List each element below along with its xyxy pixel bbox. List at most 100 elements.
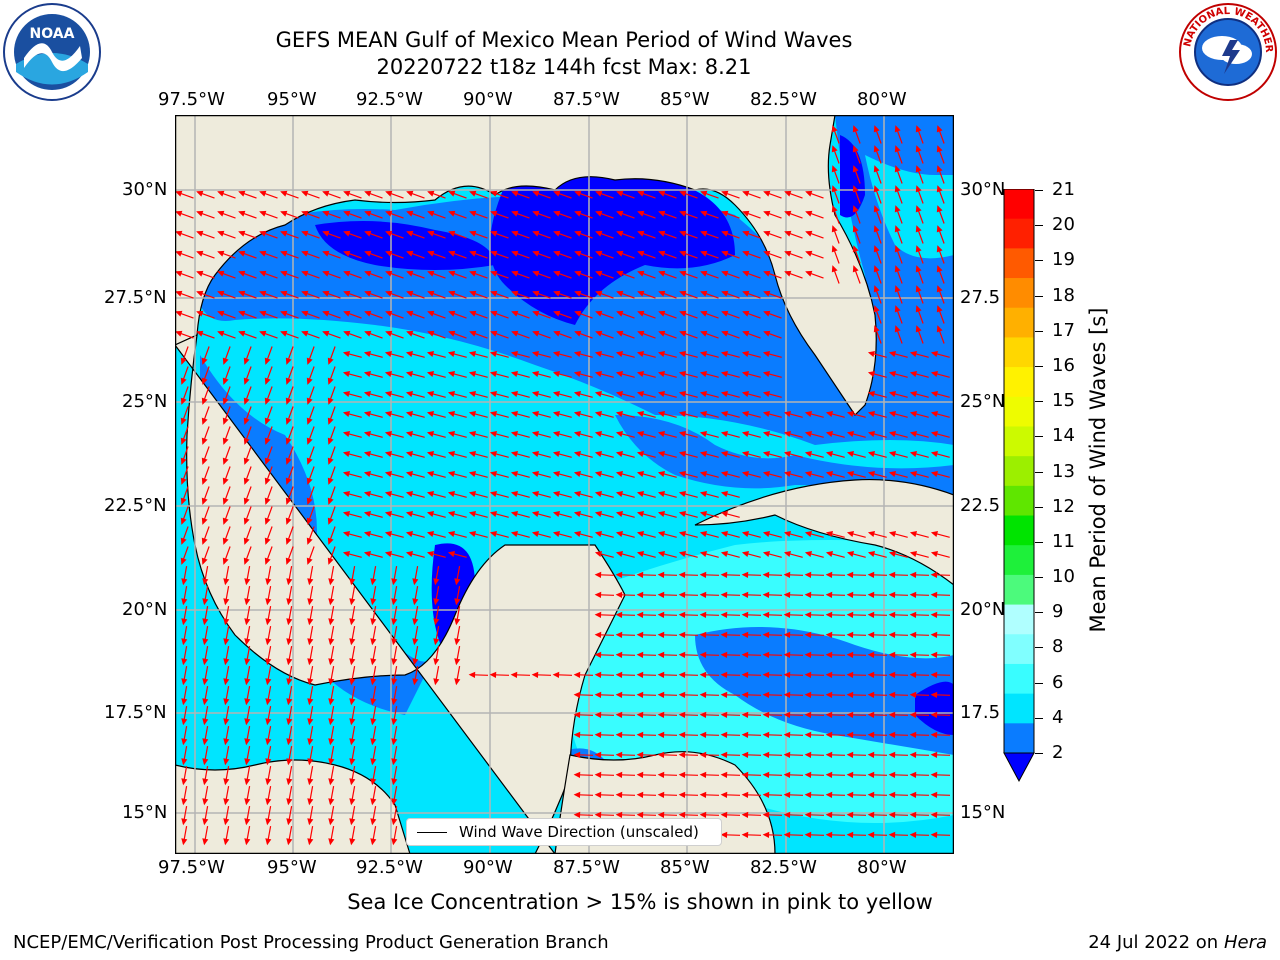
- wind-arrow-head: [741, 831, 749, 838]
- wind-arrow-head: [637, 270, 645, 277]
- wind-arrow-head: [805, 230, 813, 237]
- wind-arrow-head: [553, 250, 561, 257]
- wind-arrow-head: [888, 371, 897, 377]
- wind-arrow-head: [909, 671, 917, 678]
- wind-arrow-head: [762, 671, 770, 678]
- wind-arrow-head: [720, 491, 729, 497]
- wind-arrow-head: [202, 758, 209, 766]
- wind-arrow-head: [552, 351, 561, 357]
- wind-arrow-head: [678, 431, 687, 437]
- wind-arrow-head: [741, 451, 750, 457]
- wind-arrow-head: [181, 758, 188, 766]
- wind-arrow-head: [720, 511, 729, 517]
- wind-arrow-head: [217, 290, 225, 297]
- wind-arrow-head: [370, 838, 377, 846]
- wind-arrow-head: [259, 310, 267, 317]
- atlantic-cyan-strip: [865, 155, 954, 259]
- wind-arrow-head: [223, 678, 230, 686]
- wind-arrow-head: [328, 618, 335, 626]
- wind-arrow-head: [222, 537, 229, 545]
- wind-arrow-head: [363, 431, 372, 437]
- wind-arrow-head: [264, 537, 271, 545]
- wind-arrow-head: [742, 210, 750, 217]
- wind-arrow-head: [454, 638, 461, 646]
- wind-arrow-head: [595, 250, 603, 257]
- wind-arrow-head: [363, 351, 372, 357]
- wind-arrow-head: [342, 511, 351, 517]
- wind-arrow-head: [594, 391, 603, 397]
- wind-arrow-head: [201, 377, 208, 385]
- colorbar-tick-mark: [1035, 436, 1043, 438]
- wind-arrow-head: [181, 778, 188, 786]
- wind-arrow-head: [720, 791, 728, 798]
- colorbar-tick-label: 8: [1052, 636, 1064, 658]
- wind-arrow-head: [301, 270, 309, 277]
- wind-arrow-head: [573, 431, 582, 437]
- wind-arrow-head: [202, 698, 209, 706]
- wind-arrow-head: [217, 330, 225, 337]
- wind-arrow-head: [342, 371, 351, 377]
- wind-arrow-head: [741, 391, 750, 397]
- wind-arrow-head: [594, 431, 603, 437]
- wind-arrow-head: [894, 225, 901, 233]
- wind-arrow-head: [657, 391, 666, 397]
- wind-arrow-head: [532, 270, 540, 277]
- wind-arrow-head: [930, 671, 938, 678]
- wind-arrow-head: [370, 718, 377, 726]
- wind-arrow-head: [678, 531, 687, 537]
- wind-arrow-head: [846, 631, 854, 638]
- wind-arrow-head: [510, 371, 519, 377]
- wind-arrow-head: [244, 778, 251, 786]
- wind-arrow-head: [363, 491, 372, 497]
- wind-arrow-head: [384, 391, 393, 397]
- wind-arrow-head: [222, 457, 229, 465]
- wind-arrow-head: [804, 411, 813, 417]
- wind-arrow-head: [894, 145, 901, 153]
- wind-arrow-head: [873, 185, 880, 193]
- wind-arrow-head: [448, 230, 456, 237]
- wind-arrow-head: [327, 477, 334, 485]
- wind-arrow-head: [489, 491, 498, 497]
- wind-arrow-head: [448, 270, 456, 277]
- wind-arrow-head: [531, 351, 540, 357]
- wind-arrow-head: [909, 691, 917, 698]
- wind-arrow-head: [286, 598, 293, 606]
- wind-arrow-head: [532, 330, 540, 337]
- wind-arrow-head: [867, 811, 875, 818]
- wind-arrow-head: [244, 658, 251, 666]
- wind-arrow-head: [531, 531, 540, 537]
- wind-arrow-head: [181, 618, 188, 626]
- wind-arrow-head: [894, 265, 901, 273]
- wind-arrow-head: [285, 557, 292, 565]
- wind-arrow-head: [349, 778, 356, 786]
- wind-arrow-head: [175, 270, 183, 277]
- wind-arrow-head: [511, 270, 519, 277]
- wind-arrow-head: [657, 451, 666, 457]
- wind-arrow-head: [573, 511, 582, 517]
- wind-arrow-head: [175, 250, 183, 257]
- wind-arrow-head: [342, 451, 351, 457]
- wind-arrow-head: [615, 731, 623, 738]
- wind-arrow-head: [804, 731, 812, 738]
- wind-arrow-head: [223, 758, 230, 766]
- wind-arrow-head: [342, 491, 351, 497]
- wind-arrow-head: [873, 205, 880, 213]
- wind-arrow-head: [384, 371, 393, 377]
- wind-arrow-head: [342, 391, 351, 397]
- wind-arrow-head: [280, 190, 288, 197]
- wind-arrow-head: [349, 658, 356, 666]
- wind-arrow-head: [762, 631, 770, 638]
- wind-arrow-head: [454, 658, 461, 666]
- wind-arrow-head: [573, 491, 582, 497]
- wind-arrow-head: [636, 711, 644, 718]
- wind-arrow-head: [447, 511, 456, 517]
- colorbar-segment: [1004, 693, 1034, 724]
- wind-arrow-head: [175, 190, 183, 197]
- wind-arrow-head: [762, 731, 770, 738]
- wind-arrow-head: [307, 778, 314, 786]
- wind-arrow-head: [363, 531, 372, 537]
- wind-arrow-head: [238, 190, 246, 197]
- wind-arrow-head: [888, 351, 897, 357]
- wind-arrow-head: [825, 591, 833, 598]
- colorbar-tick-mark: [1035, 717, 1043, 719]
